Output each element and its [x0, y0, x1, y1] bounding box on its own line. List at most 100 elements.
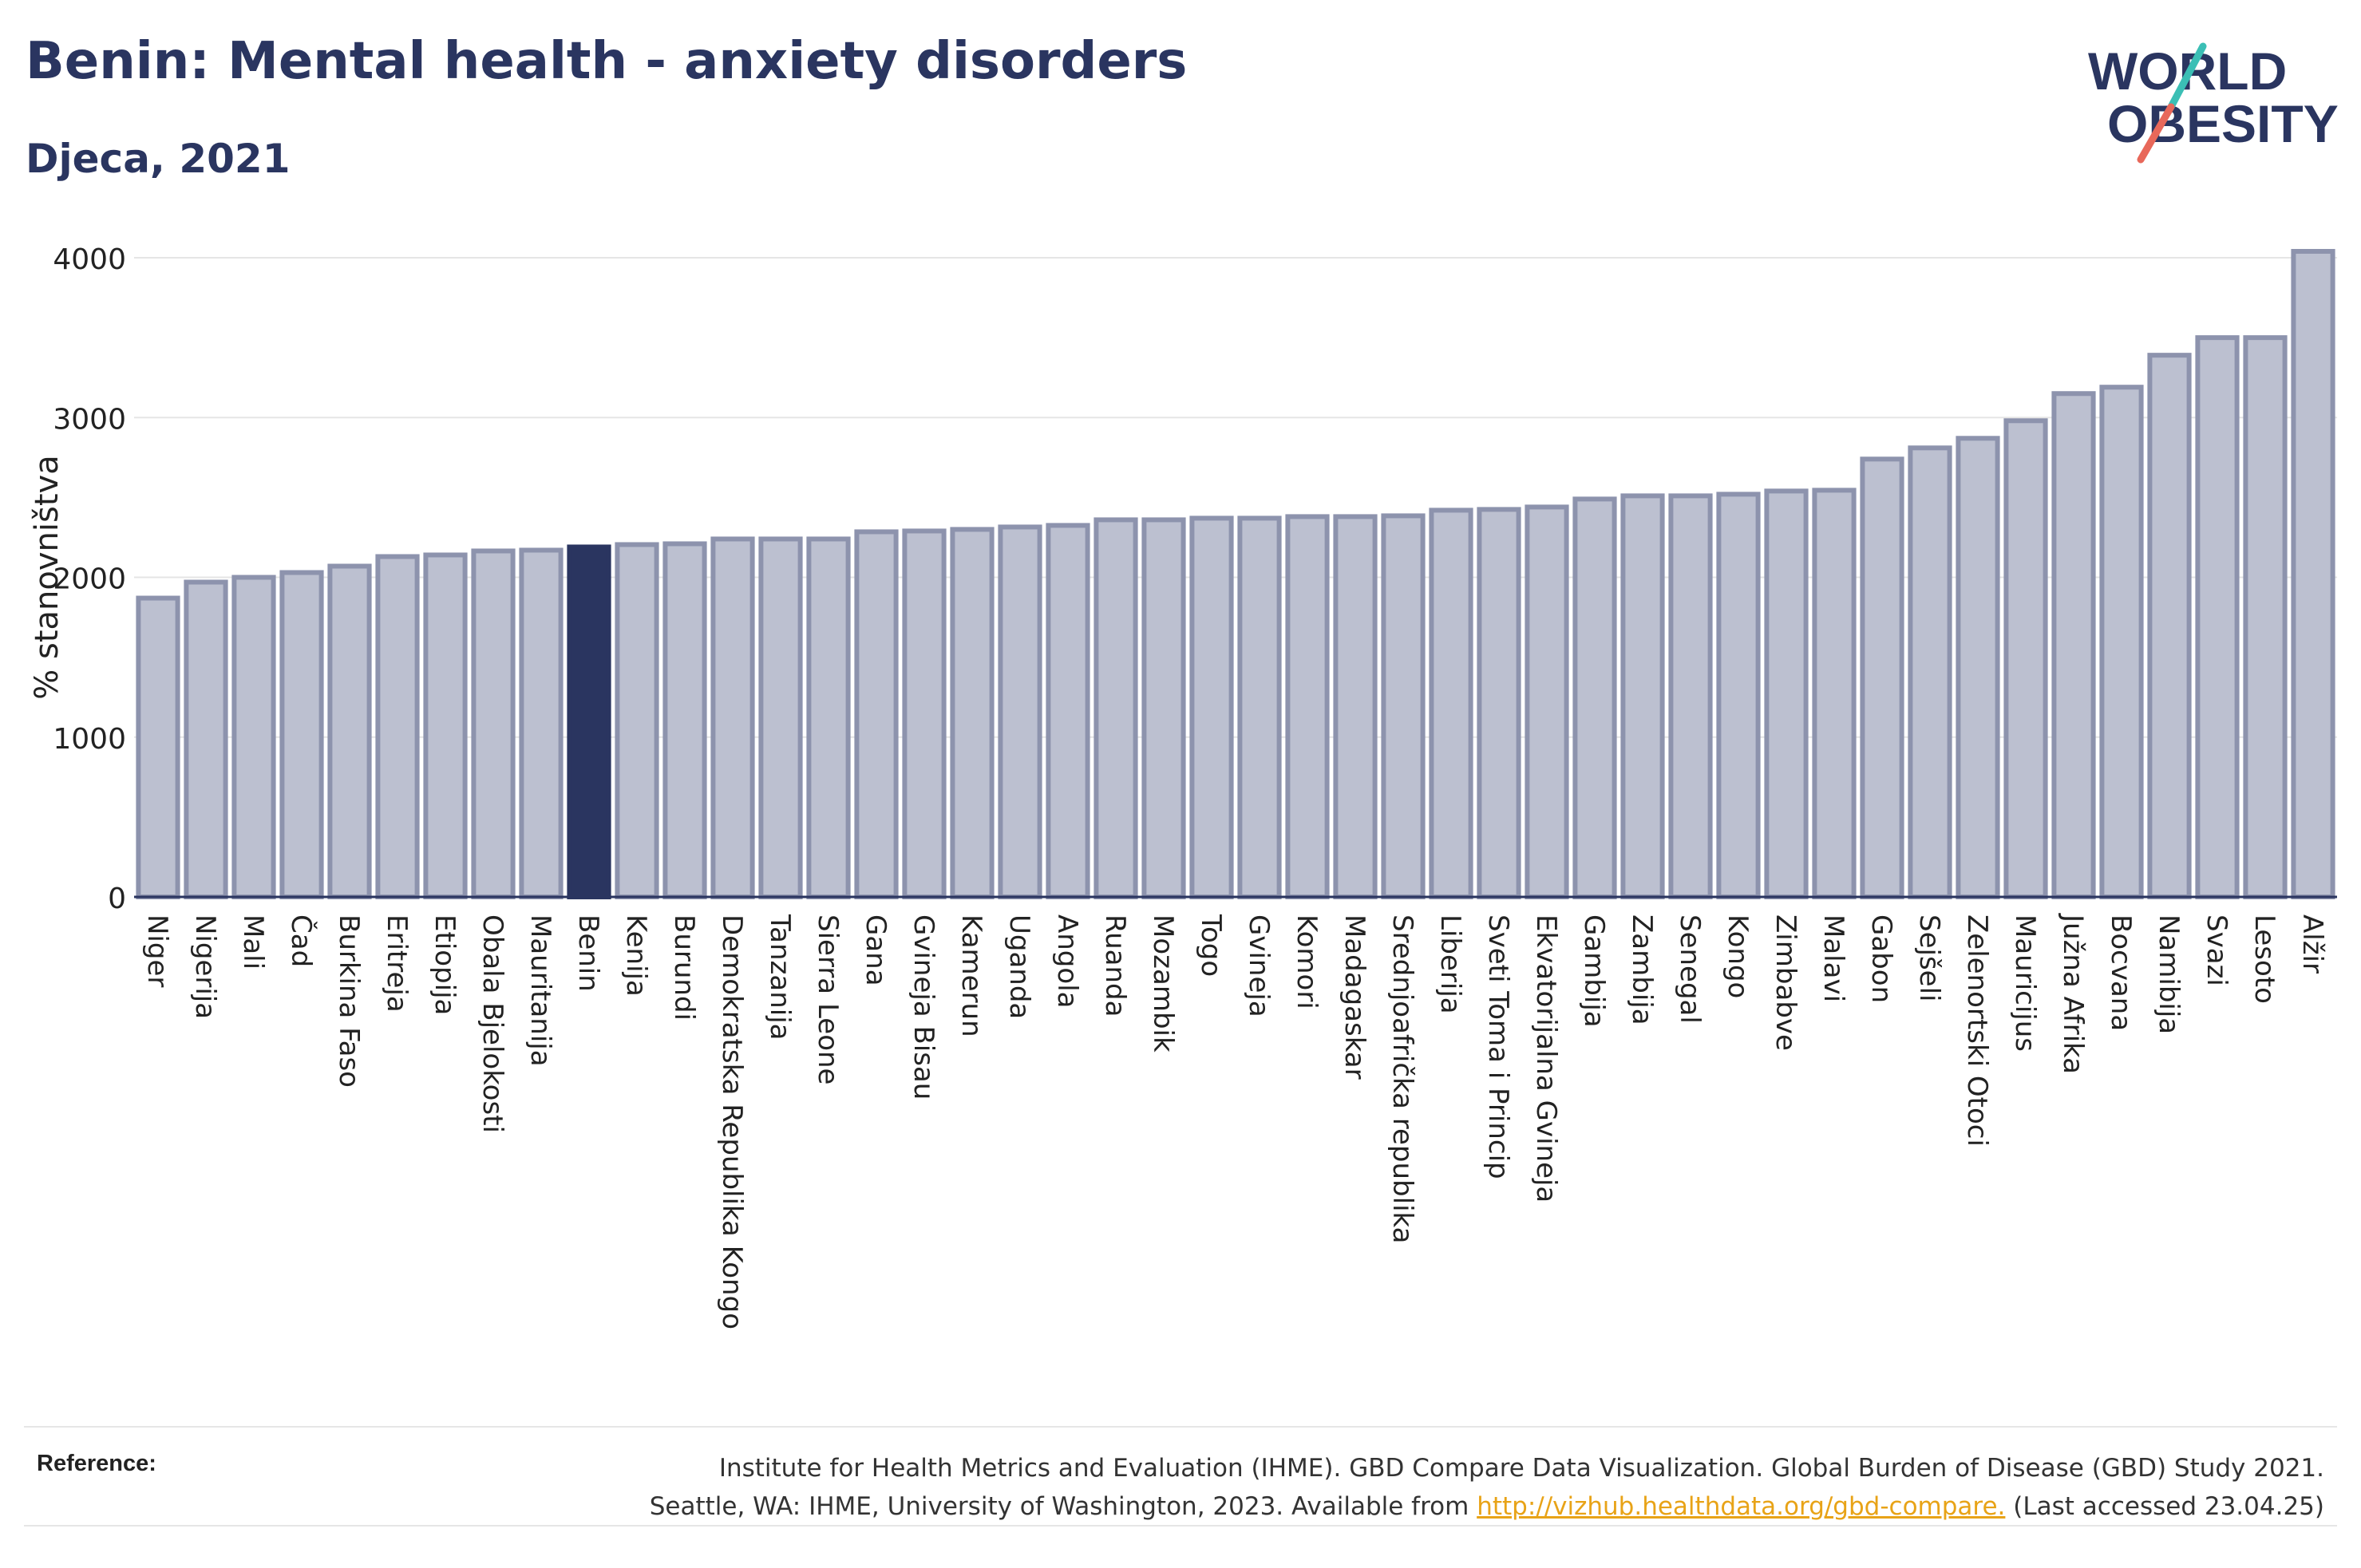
bar	[1046, 523, 1090, 899]
bar	[1812, 488, 1857, 900]
bar	[615, 542, 659, 899]
x-tick-label: Togo	[1195, 914, 1227, 977]
x-tick-label: Kamerun	[955, 914, 987, 1037]
x-tick-label: Madagaskar	[1339, 914, 1370, 1080]
x-tick-label: Komori	[1291, 914, 1323, 1009]
bar	[1141, 517, 1186, 899]
y-tick-label: 4000	[53, 243, 126, 276]
bar	[1572, 496, 1617, 899]
bar	[1620, 493, 1665, 899]
x-tick-label: Demokratska Republika Kongo	[716, 914, 748, 1329]
bar	[2147, 353, 2192, 899]
x-tick-label: Sveti Toma i Princip	[1482, 914, 1514, 1179]
y-tick-label: 3000	[53, 403, 126, 436]
x-tick-label: Lesoto	[2248, 914, 2280, 1004]
footer-divider-bottom	[24, 1525, 2337, 1527]
x-tick-label: Eritreja	[381, 914, 413, 1013]
bar	[2003, 418, 2048, 899]
bar	[327, 563, 372, 899]
x-tick-label: Malavi	[1817, 914, 1849, 1002]
world-obesity-logo: WORLD OBESITY	[2088, 41, 2339, 164]
bar	[902, 528, 947, 899]
bar	[1525, 504, 1569, 899]
bar	[2195, 335, 2240, 899]
x-tick-label: Zambija	[1626, 914, 1658, 1025]
bar	[1956, 436, 2000, 899]
x-tick-label: Benin	[572, 914, 604, 992]
bar	[519, 547, 564, 900]
bar	[1668, 493, 1713, 899]
bar	[423, 552, 468, 900]
reference-line2-suffix: (Last accessed 23.04.25)	[2005, 1492, 2324, 1521]
x-tick-label: Sejšeli	[1913, 914, 1945, 1001]
bar	[1429, 508, 1473, 900]
reference-line2: Seattle, WA: IHME, University of Washing…	[488, 1487, 2324, 1526]
logo-slash-teal	[2167, 42, 2207, 111]
logo-slash-coral	[2137, 103, 2175, 164]
x-tick-label: Svazi	[2201, 914, 2232, 986]
x-tick-label: Burundi	[668, 914, 700, 1021]
x-tick-label: Srednjoafrička republika	[1386, 914, 1418, 1243]
bar	[2051, 391, 2096, 899]
y-axis-label: % stanovništva	[29, 455, 65, 699]
bar	[375, 554, 420, 900]
x-tick-label: Namibija	[2153, 914, 2185, 1034]
bar	[1285, 514, 1330, 900]
x-tick-label: Ekvatorijalna Gvineja	[1530, 914, 1562, 1203]
bar-chart: 0 1000 2000 3000 4000 % stanovništva Niger Nige…	[29, 243, 2337, 1329]
x-tick-label: Nigerija	[189, 914, 221, 1019]
x-tick-label: Etiopija	[429, 914, 461, 1015]
x-tick-label: Niger	[141, 914, 173, 987]
bar	[1333, 514, 1378, 900]
bar	[1860, 456, 1904, 899]
bar	[662, 541, 707, 899]
reference-label: Reference:	[37, 1451, 156, 1476]
bar	[854, 529, 899, 900]
bar	[279, 570, 324, 899]
bar	[2099, 385, 2144, 899]
chart-subtitle: Djeca, 2021	[26, 136, 291, 182]
bar	[1093, 517, 1138, 899]
bar	[710, 536, 755, 899]
bar	[231, 575, 276, 899]
reference-line2-prefix: Seattle, WA: IHME, University of Washing…	[649, 1492, 1477, 1521]
bar	[1764, 488, 1809, 899]
x-tick-label: Mauricijus	[2009, 914, 2041, 1052]
chart-title: Benin: Mental health - anxiety disorders	[26, 32, 1188, 91]
bar	[2243, 335, 2288, 899]
x-tick-label: Gambija	[1578, 914, 1610, 1028]
x-tick-label: Gana	[860, 914, 892, 986]
y-tick-label: 0	[108, 883, 126, 915]
x-tick-label: Senegal	[1674, 914, 1706, 1024]
x-tick-label: Bocvana	[2105, 914, 2137, 1031]
logo-line2: OBESITY	[2107, 94, 2339, 153]
bar	[567, 544, 611, 899]
x-tick-label: Kenija	[620, 914, 652, 997]
reference-link[interactable]: http://vizhub.healthdata.org/gbd-compare…	[1477, 1492, 2006, 1521]
reference-line1: Institute for Health Metrics and Evaluat…	[718, 1454, 2324, 1483]
bar	[471, 548, 516, 899]
x-tick-label: Ruanda	[1099, 914, 1131, 1017]
bar	[2291, 248, 2335, 899]
x-tick-label: Kongo	[1722, 914, 1754, 998]
x-tick-label: Tanzanija	[764, 914, 796, 1040]
y-tick-label: 1000	[53, 723, 126, 756]
bar	[1381, 513, 1426, 899]
bar	[184, 579, 228, 899]
x-tick-label: Obala Bjelokosti	[477, 914, 508, 1133]
x-tick-label: Gvineja	[1243, 914, 1275, 1017]
x-tick-label: Alžir	[2296, 914, 2328, 974]
x-tick-label: Zimbabve	[1770, 914, 1801, 1051]
bar	[1908, 445, 1952, 899]
bar	[1189, 515, 1234, 899]
x-tick-label: Mali	[237, 914, 269, 970]
bar	[1237, 515, 1282, 899]
footer-divider-top	[24, 1426, 2337, 1428]
bar	[950, 527, 995, 899]
x-tick-label: Zelenortski Otoci	[1961, 914, 1993, 1147]
x-tick-label: Liberija	[1434, 914, 1466, 1014]
x-tick-label: Burkina Faso	[333, 914, 365, 1088]
x-tick-label: Sierra Leone	[812, 914, 844, 1084]
bar	[998, 524, 1042, 899]
x-tick-label: Gabon	[1865, 914, 1897, 1003]
